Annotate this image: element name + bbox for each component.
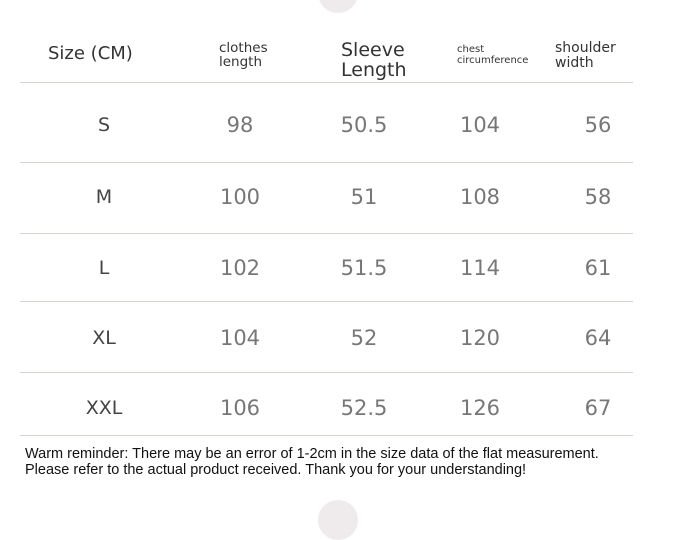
header-sleeve-length: Sleeve Length: [341, 39, 407, 81]
cell-sleeve-length: 51: [350, 185, 378, 209]
cell-clothes-length: 102: [219, 256, 261, 280]
cell-sleeve-length: 52.5: [340, 396, 388, 420]
cell-sleeve-length: 51.5: [340, 256, 388, 280]
cell-clothes-length: 100: [219, 185, 261, 209]
header-shoulder-width: shoulder width: [555, 40, 616, 71]
cell-size: M: [95, 186, 113, 208]
warm-reminder-note: Warm reminder: There may be an error of …: [25, 446, 599, 478]
cell-clothes-length: 106: [219, 396, 261, 420]
decorative-circle-top: [318, 0, 358, 13]
divider: [20, 372, 633, 373]
divider: [20, 82, 633, 83]
divider: [20, 301, 633, 302]
cell-shoulder-width: 56: [584, 113, 612, 137]
cell-size: S: [97, 114, 111, 136]
cell-chest: 108: [459, 185, 501, 209]
divider: [20, 233, 633, 234]
cell-chest: 120: [459, 326, 501, 350]
cell-shoulder-width: 67: [584, 396, 612, 420]
cell-size: L: [98, 257, 110, 279]
cell-shoulder-width: 61: [584, 256, 612, 280]
header-clothes-length: clothes length: [219, 40, 268, 71]
decorative-circle-bottom: [318, 500, 358, 540]
cell-chest: 126: [459, 396, 501, 420]
cell-sleeve-length: 50.5: [340, 113, 388, 137]
cell-chest: 104: [459, 113, 501, 137]
header-size: Size (CM): [48, 43, 133, 64]
cell-size: XL: [92, 327, 116, 349]
cell-clothes-length: 98: [226, 113, 254, 137]
divider: [20, 435, 633, 436]
cell-shoulder-width: 58: [584, 185, 612, 209]
note-line-2: Please refer to the actual product recei…: [25, 462, 527, 478]
note-line-1: Warm reminder: There may be an error of …: [25, 446, 599, 462]
cell-shoulder-width: 64: [584, 326, 612, 350]
divider: [20, 162, 633, 163]
cell-clothes-length: 104: [219, 326, 261, 350]
cell-sleeve-length: 52: [350, 326, 378, 350]
cell-chest: 114: [459, 256, 501, 280]
header-chest-circumference: chest circumference: [457, 44, 529, 66]
cell-size: XXL: [85, 397, 123, 419]
